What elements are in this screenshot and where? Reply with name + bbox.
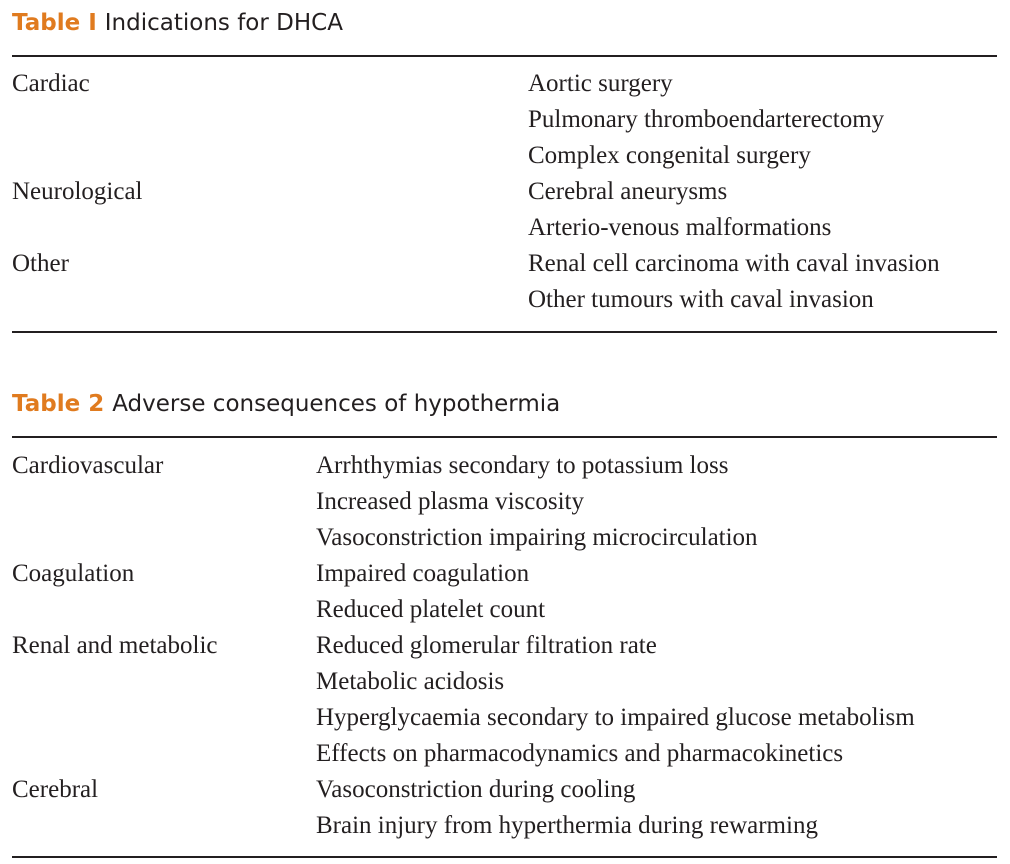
- table-item-cell: Brain injury from hyperthermia during re…: [316, 812, 818, 839]
- table2-title: Adverse consequences of hypothermia: [112, 391, 561, 417]
- table-item-cell: Reduced platelet count: [316, 596, 546, 623]
- table2-top-rule: [12, 436, 997, 438]
- table-item-cell: Metabolic acidosis: [316, 668, 505, 695]
- table-item-cell: Cerebral aneurysms: [528, 178, 728, 205]
- table-item-cell: Pulmonary thromboendarterectomy: [528, 106, 885, 133]
- table-item-cell: Arterio-venous malformations: [528, 214, 832, 241]
- table1-label: Table I: [12, 10, 97, 36]
- table-category-cell: Other: [12, 250, 69, 277]
- table-item-cell: Effects on pharmacodynamics and pharmaco…: [316, 740, 844, 767]
- table-item-cell: Vasoconstriction impairing microcirculat…: [316, 524, 758, 551]
- table-category-cell: Cerebral: [12, 776, 99, 803]
- table-category-cell: Coagulation: [12, 560, 135, 587]
- table-category-cell: Renal and metabolic: [12, 632, 218, 659]
- table-item-cell: Arrhthymias secondary to potassium loss: [316, 452, 729, 479]
- table2-bottom-rule: [12, 856, 997, 858]
- table1-title: Indications for DHCA: [104, 10, 343, 36]
- table-item-cell: Reduced glomerular filtration rate: [316, 632, 657, 659]
- table-item-cell: Other tumours with caval invasion: [528, 286, 874, 313]
- table-item-cell: Aortic surgery: [528, 70, 673, 97]
- table-item-cell: Hyperglycaemia secondary to impaired glu…: [316, 704, 915, 731]
- table-item-cell: Impaired coagulation: [316, 560, 530, 587]
- table-category-cell: Cardiac: [12, 70, 90, 97]
- table-item-cell: Complex congenital surgery: [528, 142, 811, 169]
- table1-bottom-rule: [12, 331, 997, 333]
- table2-caption: Table 2 Adverse consequences of hypotherm…: [12, 390, 560, 418]
- table2-label: Table 2: [12, 391, 105, 417]
- table-item-cell: Vasoconstriction during cooling: [316, 776, 636, 803]
- table-item-cell: Increased plasma viscosity: [316, 488, 584, 515]
- table1-top-rule: [12, 55, 997, 57]
- table1-caption: Table I Indications for DHCA: [12, 9, 343, 37]
- table-category-cell: Neurological: [12, 178, 143, 205]
- table-category-cell: Cardiovascular: [12, 452, 164, 479]
- table-item-cell: Renal cell carcinoma with caval invasion: [528, 250, 940, 277]
